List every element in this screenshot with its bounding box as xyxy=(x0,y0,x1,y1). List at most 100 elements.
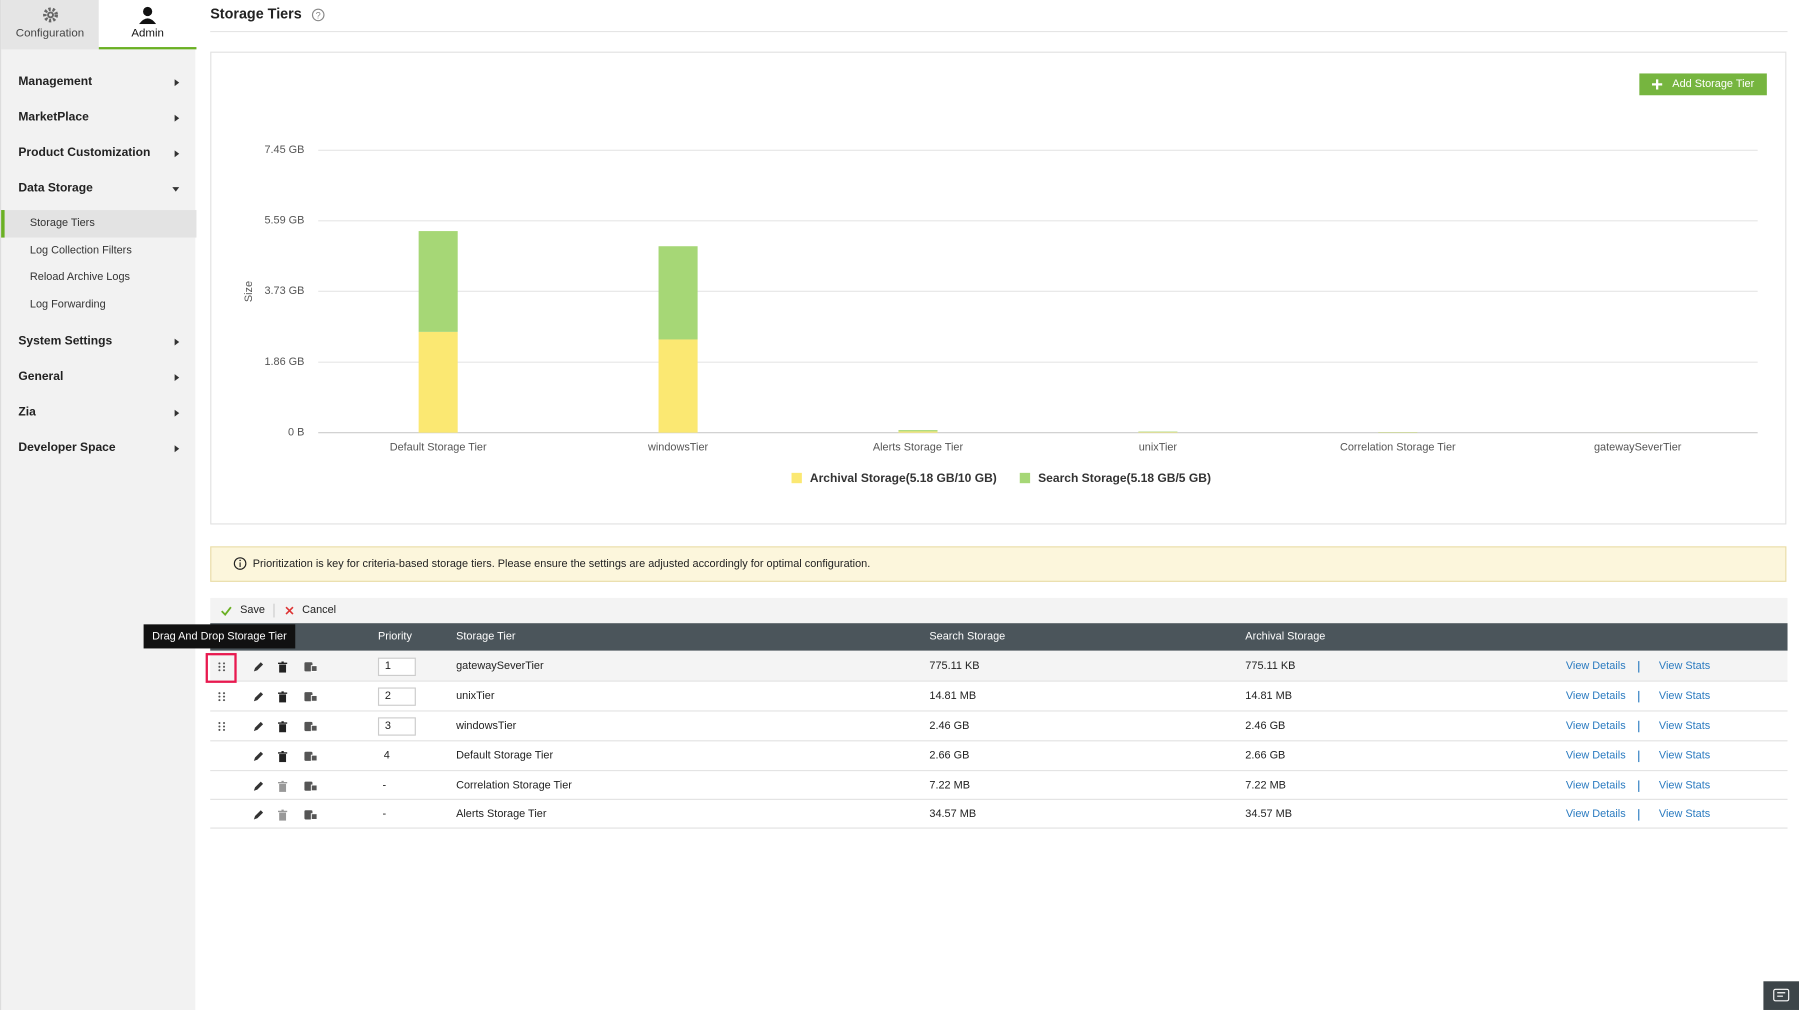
view-stats-link[interactable]: View Stats xyxy=(1659,800,1710,829)
priority: 4 xyxy=(384,741,390,771)
divider xyxy=(210,31,1787,32)
bar-segment xyxy=(1138,432,1177,433)
delete-icon[interactable] xyxy=(276,807,290,821)
delete-icon[interactable] xyxy=(276,720,290,734)
bar-segment xyxy=(419,332,458,433)
link-separator xyxy=(1638,780,1639,791)
edit-icon[interactable] xyxy=(252,720,266,734)
storage-icon[interactable] xyxy=(303,659,317,673)
x-tick-label: gatewaySeverTier xyxy=(1594,441,1682,453)
chart: Size 0 B1.86 GB3.73 GB5.59 GB7.45 GBDefa… xyxy=(210,52,1786,525)
cell-text: 2.66 GB xyxy=(1245,741,1285,771)
storage-icon[interactable] xyxy=(303,807,317,821)
x-tick-label: windowsTier xyxy=(647,441,709,453)
save-icon xyxy=(221,606,232,616)
edit-icon[interactable] xyxy=(252,779,266,793)
edit-icon[interactable] xyxy=(252,807,266,821)
x-tick-label: Default Storage Tier xyxy=(390,441,487,453)
view-details-link[interactable]: View Details xyxy=(1566,682,1626,712)
view-details-link[interactable]: View Details xyxy=(1566,712,1626,742)
toolbar: Save Cancel xyxy=(210,598,1787,623)
menu-item[interactable]: Developer Space xyxy=(1,430,196,466)
arrow xyxy=(175,374,180,381)
storage-icon[interactable] xyxy=(303,690,317,704)
link-separator xyxy=(1638,751,1639,762)
cell-text: unixTier xyxy=(456,682,494,712)
menu-item[interactable]: General xyxy=(1,359,196,395)
arrow xyxy=(175,339,180,346)
view-stats-link[interactable]: View Stats xyxy=(1659,771,1710,800)
column-header: Archival Storage xyxy=(1245,623,1325,651)
info-icon xyxy=(233,557,247,571)
view-stats-link[interactable]: View Stats xyxy=(1659,712,1710,742)
storage-icon[interactable] xyxy=(303,749,317,763)
view-details-link[interactable]: View Details xyxy=(1566,741,1626,771)
cell-text: 34.57 MB xyxy=(1245,800,1292,829)
highlight-box xyxy=(206,653,237,683)
y-tick-label: 5.59 GB xyxy=(264,215,304,227)
view-stats-link[interactable]: View Stats xyxy=(1659,651,1710,682)
y-tick-label: 7.45 GB xyxy=(264,144,304,156)
menu-item[interactable]: Management xyxy=(1,64,196,100)
legend-label: Search Storage(5.18 GB/5 GB) xyxy=(1038,471,1211,485)
priority-input[interactable]: 2 xyxy=(378,687,416,705)
view-details-link[interactable]: View Details xyxy=(1566,651,1626,682)
delete-icon[interactable] xyxy=(276,749,290,763)
storage-icon[interactable] xyxy=(303,779,317,793)
save-button[interactable]: Save xyxy=(240,598,265,623)
submenu-item[interactable]: Log Forwarding xyxy=(1,291,196,318)
edit-icon[interactable] xyxy=(252,659,266,673)
submenu-item[interactable]: Storage Tiers xyxy=(1,210,196,237)
menu-item[interactable]: Product Customization xyxy=(1,135,196,171)
view-details-link[interactable]: View Details xyxy=(1566,800,1626,829)
help-icon[interactable]: ? xyxy=(311,8,325,22)
edit-icon[interactable] xyxy=(252,749,266,763)
arrow xyxy=(175,115,180,122)
cell-text: 7.22 MB xyxy=(1245,771,1286,800)
arrow xyxy=(175,79,180,86)
cell-text: gatewaySeverTier xyxy=(456,651,544,682)
svg-text:?: ? xyxy=(316,10,321,20)
plus-icon xyxy=(1652,79,1662,89)
gear-icon xyxy=(43,7,59,23)
submenu-item[interactable]: Reload Archive Logs xyxy=(1,264,196,291)
column-header: Priority xyxy=(378,623,412,651)
delete-icon[interactable] xyxy=(276,779,290,793)
view-stats-link[interactable]: View Stats xyxy=(1659,741,1710,771)
link-separator xyxy=(1638,809,1639,820)
priority: - xyxy=(383,800,387,829)
view-details-link[interactable]: View Details xyxy=(1566,771,1626,800)
cell-text: 2.46 GB xyxy=(1245,712,1285,742)
link-separator xyxy=(1638,721,1639,732)
cancel-button[interactable]: Cancel xyxy=(302,598,336,623)
storage-icon[interactable] xyxy=(303,720,317,734)
delete-icon[interactable] xyxy=(276,659,290,673)
arrow xyxy=(172,187,179,192)
view-stats-link[interactable]: View Stats xyxy=(1659,682,1710,712)
menu-item[interactable]: Zia xyxy=(1,395,196,431)
drag-handle[interactable] xyxy=(215,720,229,734)
cell-text: 2.46 GB xyxy=(929,712,969,742)
link-separator xyxy=(1638,691,1639,702)
edit-icon[interactable] xyxy=(252,690,266,704)
priority: - xyxy=(383,771,387,800)
menu-item[interactable]: MarketPlace xyxy=(1,100,196,136)
priority-input[interactable]: 1 xyxy=(378,657,416,675)
drag-handle[interactable] xyxy=(215,690,229,704)
delete-icon[interactable] xyxy=(276,690,290,704)
menu-item[interactable]: Data Storage xyxy=(1,171,196,207)
notice: Prioritization is key for criteria-based… xyxy=(210,546,1786,582)
menu-item[interactable]: System Settings xyxy=(1,324,196,360)
chat-button[interactable] xyxy=(1763,981,1799,1010)
priority-input[interactable]: 3 xyxy=(378,717,416,735)
submenu-item[interactable]: Log Collection Filters xyxy=(1,237,196,264)
x-tick-label: Correlation Storage Tier xyxy=(1340,441,1456,453)
